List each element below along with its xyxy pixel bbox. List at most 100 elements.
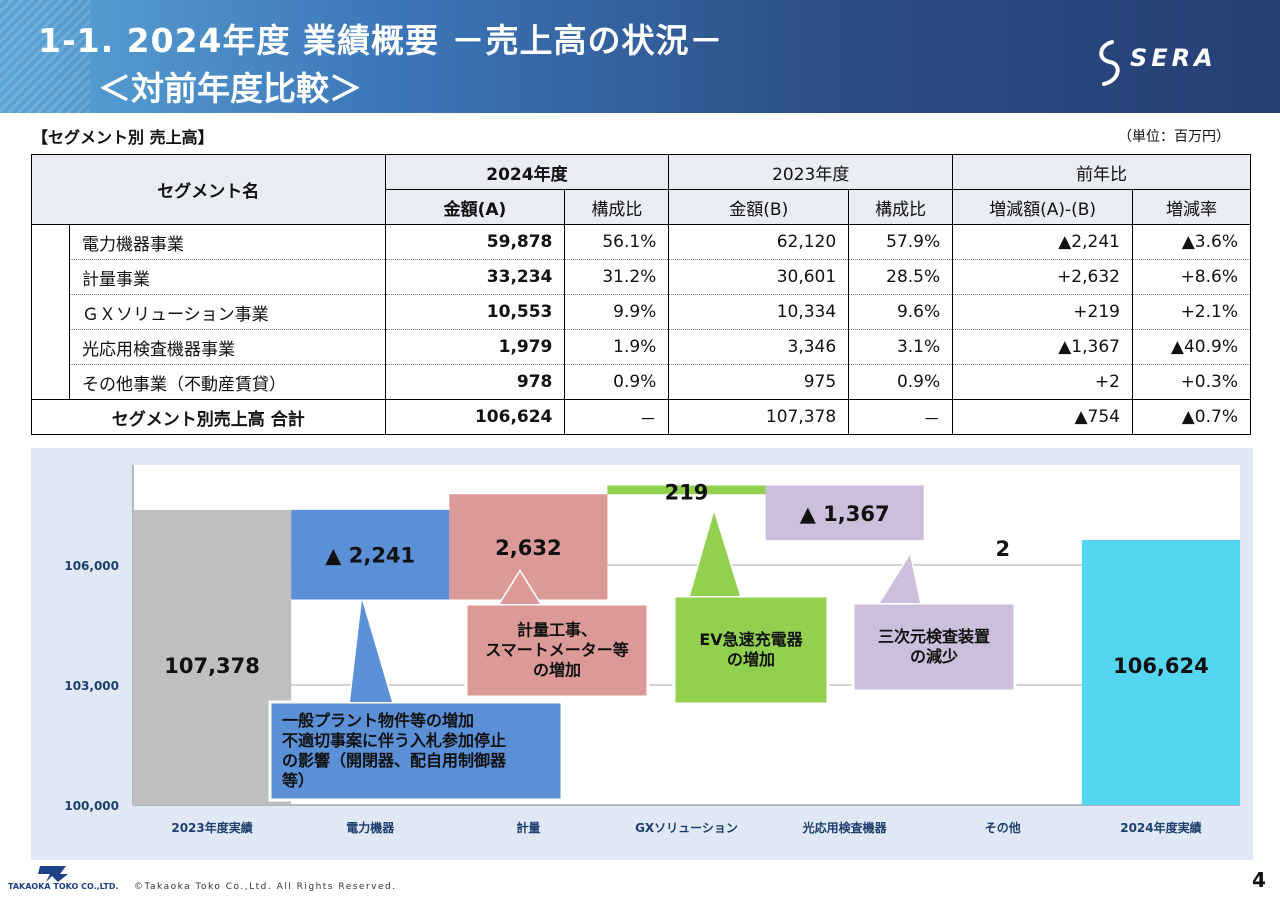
rate: ▲3.6% bbox=[1131, 224, 1252, 260]
takaoka-logo-icon bbox=[38, 866, 68, 882]
table-row: その他事業（不動産賃貸） 978 0.9% 975 0.9% +2 +0.3% bbox=[32, 364, 1252, 400]
diff: ▲2,241 bbox=[952, 224, 1133, 260]
callout-text: 計量工事、 bbox=[517, 621, 597, 640]
x-tick-label: GXソリューション bbox=[635, 821, 738, 835]
callout-text: の減少 bbox=[910, 647, 958, 666]
callout-text: 一般プラント物件等の増加 bbox=[282, 711, 474, 730]
callout-text: EV急速充電器 bbox=[699, 630, 803, 649]
x-tick-label: 計量 bbox=[516, 820, 540, 835]
waterfall-bar bbox=[607, 485, 766, 495]
amount-b: 3,346 bbox=[668, 329, 849, 365]
y-tick-label: 100,000 bbox=[64, 799, 119, 813]
waterfall-bar bbox=[923, 540, 1082, 549]
amount-a: 1,979 bbox=[384, 329, 565, 365]
waterfall-bar bbox=[449, 494, 608, 600]
callout-pointer-fill bbox=[690, 512, 740, 596]
rate: +8.6% bbox=[1131, 259, 1252, 295]
x-tick-label: 2023年度実績 bbox=[171, 820, 252, 835]
ratio-a: 9.9% bbox=[564, 294, 669, 330]
page-subtitle: ＜対前年度比較＞ bbox=[98, 69, 362, 108]
callout-box bbox=[268, 700, 564, 802]
amount-b: 10,334 bbox=[668, 294, 849, 330]
callout-pointer-fill bbox=[500, 572, 540, 604]
callout-text: 三次元検査装置 bbox=[878, 627, 990, 646]
diff: +2 bbox=[952, 364, 1133, 400]
page-title: 1-1. 2024年度 業績概要 －売上高の状況－ bbox=[38, 21, 724, 60]
amount-a: 59,878 bbox=[384, 224, 565, 260]
diff: +2,632 bbox=[952, 259, 1133, 295]
callout-text: の増加 bbox=[727, 650, 775, 669]
segment-name: 電力機器事業 bbox=[68, 224, 386, 260]
rate: ▲40.9% bbox=[1131, 329, 1252, 365]
diff: ▲1,367 bbox=[952, 329, 1133, 365]
header-ratio-b: 構成比 bbox=[848, 189, 954, 225]
segment-name: その他事業（不動産賃貸） bbox=[68, 364, 386, 400]
header-stripe bbox=[0, 0, 90, 113]
header-amount-a: 金額(A) bbox=[384, 189, 566, 225]
indent-cell bbox=[31, 224, 70, 400]
ratio-a: 56.1% bbox=[564, 224, 669, 260]
ratio-b: 3.1% bbox=[848, 329, 953, 365]
callout-text: の増加 bbox=[533, 661, 581, 680]
callout-box bbox=[464, 602, 650, 699]
y-tick-label: 103,000 bbox=[64, 679, 119, 693]
total-rate: ▲0.7% bbox=[1131, 399, 1252, 435]
rate: +2.1% bbox=[1131, 294, 1252, 330]
ratio-b: 57.9% bbox=[848, 224, 953, 260]
data-label: 106,624 bbox=[1113, 654, 1209, 678]
callout-box bbox=[851, 601, 1017, 693]
table-row: ＧＸソリューション事業 10,553 9.9% 10,334 9.6% +219… bbox=[32, 294, 1252, 330]
callout-box bbox=[672, 594, 830, 706]
data-label: ▲ 2,241 bbox=[325, 544, 415, 568]
amount-a: 33,234 bbox=[384, 259, 565, 295]
ratio-b: 0.9% bbox=[848, 364, 953, 400]
header-rate: 増減率 bbox=[1131, 189, 1252, 225]
callout-text: 等） bbox=[281, 771, 314, 790]
total-name: セグメント別売上高 合計 bbox=[31, 399, 386, 435]
x-tick-label: 光応用検査機器 bbox=[802, 820, 888, 835]
data-label: ▲ 1,367 bbox=[800, 502, 890, 526]
table-row: 電力機器事業 59,878 56.1% 62,120 57.9% ▲2,241 … bbox=[31, 224, 1252, 400]
amount-b: 62,120 bbox=[668, 224, 849, 260]
total-diff: ▲754 bbox=[952, 399, 1133, 435]
diff: +219 bbox=[952, 294, 1133, 330]
segment-name: 光応用検査機器事業 bbox=[68, 329, 386, 365]
table-row: 計量事業 33,234 31.2% 30,601 28.5% +2,632 +8… bbox=[32, 259, 1252, 295]
header-amount-b: 金額(B) bbox=[668, 189, 850, 225]
ratio-a: 1.9% bbox=[564, 329, 669, 365]
sera-logo: SERA bbox=[1090, 36, 1260, 92]
copyright: ©Takaoka Toko Co.,Ltd. All Rights Reserv… bbox=[134, 882, 397, 892]
ratio-a: 31.2% bbox=[564, 259, 669, 295]
segment-name: ＧＸソリューション事業 bbox=[68, 294, 386, 330]
y-tick-label: 106,000 bbox=[64, 559, 119, 573]
data-label: 2,632 bbox=[495, 536, 561, 560]
amount-a: 978 bbox=[384, 364, 565, 400]
table-header-row-2: 金額(A) 構成比 金額(B) 構成比 増減額(A)-(B) 増減率 bbox=[32, 189, 1252, 225]
callout-text: 不適切事案に伴う入札参加停止 bbox=[282, 731, 506, 750]
data-label: 219 bbox=[665, 480, 709, 504]
table-row: 光応用検査機器事業 1,979 1.9% 3,346 3.1% ▲1,367 ▲… bbox=[32, 329, 1252, 365]
callout-text: の影響（開閉器、配自用制御器 bbox=[282, 751, 507, 770]
segment-sales-table: セグメント名 2024年度 2023年度 前年比 金額(A) 構成比 金額(B)… bbox=[31, 154, 1252, 435]
total-amount-b: 107,378 bbox=[668, 399, 849, 435]
company-logo: TAKAOKA TOKO CO.,LTD. bbox=[8, 862, 119, 898]
table-title: 【セグメント別 売上高】 bbox=[32, 128, 214, 147]
ratio-a: 0.9% bbox=[564, 364, 669, 400]
amount-b: 30,601 bbox=[668, 259, 849, 295]
unit-label: （単位：百万円） bbox=[1118, 129, 1230, 145]
callout-pointer-fill bbox=[350, 600, 392, 702]
header-banner: 1-1. 2024年度 業績概要 －売上高の状況－ ＜対前年度比較＞ SERA bbox=[0, 0, 1280, 113]
ratio-b: 28.5% bbox=[848, 259, 953, 295]
total-ratio-a: － bbox=[564, 399, 669, 435]
x-tick-label: その他 bbox=[985, 820, 1021, 835]
data-label: 107,378 bbox=[164, 654, 260, 678]
amount-a: 10,553 bbox=[384, 294, 565, 330]
company-name: TAKAOKA TOKO CO.,LTD. bbox=[8, 882, 119, 891]
total-amount-a: 106,624 bbox=[384, 399, 565, 435]
page-number: 4 bbox=[1252, 868, 1266, 892]
header-yoy: 前年比 bbox=[952, 154, 1251, 190]
callout-text: スマートメーター等 bbox=[485, 641, 629, 660]
logo-text: SERA bbox=[1130, 44, 1217, 72]
x-tick-label: 電力機器 bbox=[346, 820, 395, 835]
